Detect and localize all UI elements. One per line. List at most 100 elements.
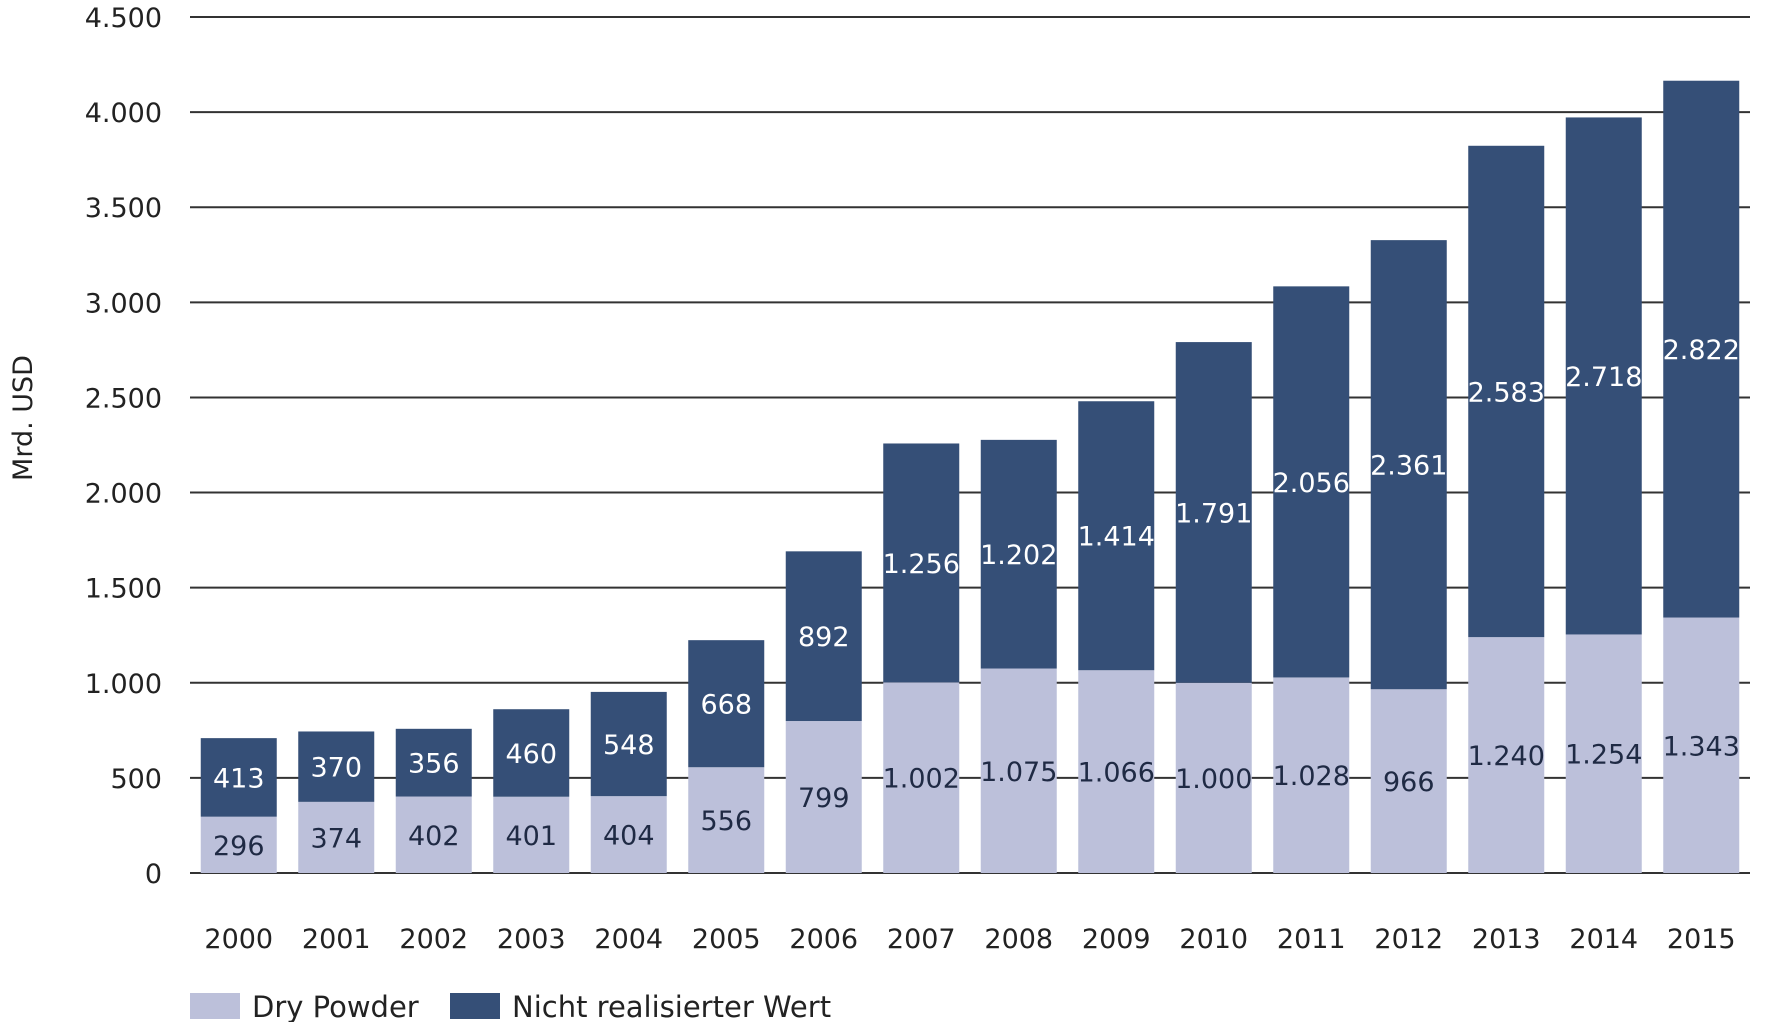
bar-dry-powder-2014 <box>1565 634 1642 873</box>
data-label: 401 <box>505 821 557 852</box>
x-tick-label: 2004 <box>594 924 663 955</box>
bar-dry-powder-2003 <box>493 796 570 873</box>
bar-nicht-realisierter-wert-2014 <box>1565 117 1642 635</box>
y-tick-label: 500 <box>110 764 162 795</box>
x-tick-label: 2007 <box>887 924 956 955</box>
bar-nicht-realisierter-wert-2001 <box>298 731 375 802</box>
x-tick-label: 2008 <box>984 924 1053 955</box>
y-tick-label: 2.500 <box>85 383 162 414</box>
y-axis-ticks: 0 500 1.000 1.500 2.000 2.500 3.000 3.500 4.000 4… <box>85 3 162 890</box>
data-label: 460 <box>505 739 557 770</box>
x-tick-label: 2005 <box>692 924 761 955</box>
x-tick-label: 2014 <box>1569 924 1638 955</box>
bar-nicht-realisierter-wert-2005 <box>688 640 765 768</box>
bar-nicht-realisierter-wert-2015 <box>1663 80 1740 618</box>
bar-dry-powder-2010 <box>1175 682 1252 873</box>
data-label: 2.361 <box>1370 451 1447 482</box>
data-label: 1.028 <box>1273 761 1350 792</box>
y-axis-label: Mrd. USD <box>8 355 39 481</box>
bar-dry-powder-2009 <box>1078 670 1155 873</box>
bar-nicht-realisierter-wert-2002 <box>395 728 472 797</box>
data-label: 1.240 <box>1468 741 1545 772</box>
bar-nicht-realisierter-wert-2003 <box>493 709 570 797</box>
x-tick-label: 2001 <box>302 924 371 955</box>
data-label: 2.583 <box>1468 377 1545 408</box>
bar-dry-powder-2012 <box>1370 689 1447 873</box>
data-label: 2.056 <box>1273 468 1350 499</box>
bars: 296 413 374 370 402 356 401 460 404 548 556 668 799 8… <box>200 80 1740 873</box>
data-label: 1.343 <box>1663 731 1740 762</box>
bar-dry-powder-2015 <box>1663 617 1740 873</box>
data-label: 370 <box>310 753 362 784</box>
data-label: 1.254 <box>1565 740 1642 771</box>
data-label: 966 <box>1383 767 1435 798</box>
x-tick-label: 2002 <box>399 924 468 955</box>
bar-nicht-realisierter-wert-2012 <box>1370 240 1447 690</box>
bar-nicht-realisierter-wert-2007 <box>883 443 960 683</box>
x-tick-label: 2009 <box>1082 924 1151 955</box>
x-tick-label: 2011 <box>1277 924 1346 955</box>
x-tick-label: 2006 <box>789 924 858 955</box>
bar-dry-powder-2002 <box>395 796 472 873</box>
legend-swatch-nicht-realisierter-wert <box>450 993 500 1019</box>
x-tick-label: 2012 <box>1374 924 1443 955</box>
data-label: 402 <box>408 821 460 852</box>
y-tick-label: 0 <box>145 859 162 890</box>
bar-nicht-realisierter-wert-2000 <box>200 738 277 817</box>
bar-dry-powder-2006 <box>785 721 862 873</box>
bar-dry-powder-2000 <box>200 816 277 873</box>
y-tick-label: 2.000 <box>85 479 162 510</box>
y-tick-label: 1.000 <box>85 669 162 700</box>
bar-nicht-realisierter-wert-2013 <box>1468 145 1545 638</box>
bar-dry-powder-2005 <box>688 767 765 873</box>
data-label: 2.822 <box>1663 335 1740 366</box>
data-label: 668 <box>700 690 752 721</box>
bar-nicht-realisierter-wert-2006 <box>785 551 862 722</box>
x-tick-label: 2013 <box>1472 924 1541 955</box>
data-label: 799 <box>798 783 850 814</box>
data-label: 404 <box>603 821 655 852</box>
bar-nicht-realisierter-wert-2011 <box>1273 286 1350 678</box>
data-label: 1.075 <box>980 757 1057 788</box>
bar-dry-powder-2011 <box>1273 677 1350 873</box>
data-label: 556 <box>700 806 752 837</box>
bar-nicht-realisierter-wert-2010 <box>1175 342 1252 683</box>
y-tick-label: 3.000 <box>85 288 162 319</box>
data-label: 1.414 <box>1078 522 1155 553</box>
legend-swatch-dry-powder <box>190 993 240 1019</box>
data-label: 2.718 <box>1565 362 1642 393</box>
bar-dry-powder-2008 <box>980 668 1057 873</box>
data-label: 1.066 <box>1078 758 1155 789</box>
y-tick-label: 3.500 <box>85 193 162 224</box>
data-label: 1.256 <box>883 549 960 580</box>
data-label: 296 <box>213 831 265 862</box>
data-label: 1.202 <box>980 540 1057 571</box>
x-axis-ticks: 2000 2001 2002 2003 2004 2005 2006 2007 2008 2009… <box>204 924 1735 955</box>
bar-nicht-realisierter-wert-2008 <box>980 439 1057 669</box>
bar-dry-powder-2007 <box>883 682 960 873</box>
bar-nicht-realisierter-wert-2004 <box>590 691 667 797</box>
y-tick-label: 1.500 <box>85 574 162 605</box>
data-label: 1.000 <box>1175 764 1252 795</box>
x-tick-label: 2015 <box>1667 924 1736 955</box>
x-tick-label: 2010 <box>1179 924 1248 955</box>
bar-dry-powder-2004 <box>590 796 667 873</box>
bar-nicht-realisierter-wert-2009 <box>1078 401 1155 671</box>
data-label: 892 <box>798 622 850 653</box>
y-tick-label: 4.500 <box>85 3 162 34</box>
legend-label-dry-powder: Dry Powder <box>252 990 419 1022</box>
data-label: 356 <box>408 749 460 780</box>
legend-label-nicht-realisierter-wert: Nicht realisierter Wert <box>512 990 831 1022</box>
legend: Dry Powder Nicht realisierter Wert <box>190 990 831 1022</box>
data-label: 548 <box>603 730 655 761</box>
x-tick-label: 2003 <box>497 924 566 955</box>
bar-dry-powder-2013 <box>1468 637 1545 873</box>
data-label: 1.791 <box>1175 498 1252 529</box>
data-label: 374 <box>310 823 362 854</box>
x-tick-label: 2000 <box>204 924 273 955</box>
data-label: 1.002 <box>883 764 960 795</box>
y-tick-label: 4.000 <box>85 98 162 129</box>
data-label: 413 <box>213 763 265 794</box>
bar-dry-powder-2001 <box>298 801 375 873</box>
